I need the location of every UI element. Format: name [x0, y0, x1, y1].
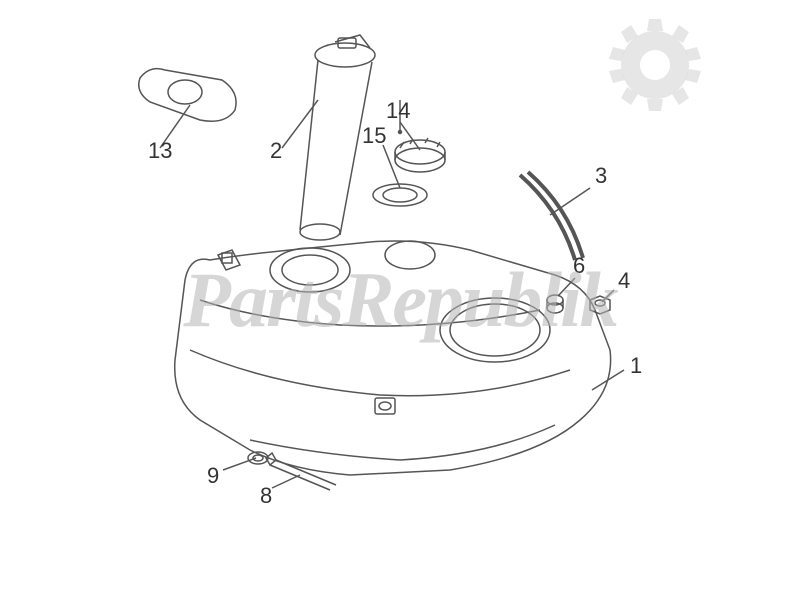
watermark-text: PartsRepublik	[183, 255, 616, 345]
callout-4: 4	[618, 268, 630, 294]
callout-1: 1	[630, 353, 642, 379]
callout-13: 13	[148, 138, 172, 164]
diagram-container: 13 2 14 15 3 6 4 1 9 8 PartsRepublik	[0, 0, 800, 600]
callout-2: 2	[270, 138, 282, 164]
callout-9: 9	[207, 463, 219, 489]
callout-3: 3	[595, 163, 607, 189]
callout-15: 15	[362, 123, 386, 149]
gear-icon	[600, 10, 710, 120]
callout-14: 14	[386, 98, 410, 124]
callout-8: 8	[260, 483, 272, 509]
